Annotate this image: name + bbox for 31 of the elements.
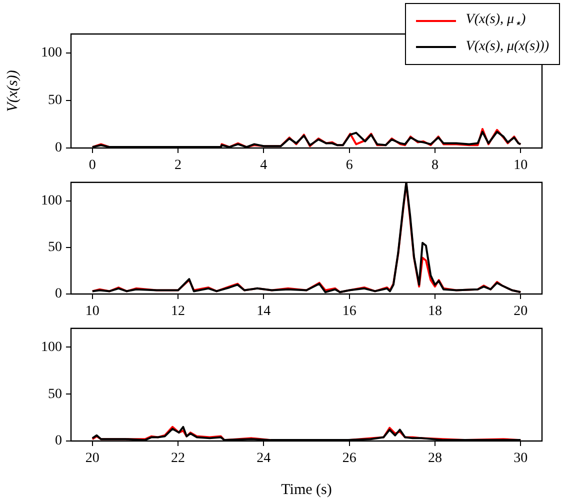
y-axis-title: V(x(s)) — [4, 70, 21, 112]
x-tick-label: 18 — [428, 304, 442, 320]
x-tick-label: 4 — [260, 158, 268, 174]
x-tick-label: 10 — [85, 304, 100, 320]
x-tick-label: 0 — [88, 158, 96, 174]
y-tick-label: 0 — [55, 286, 62, 302]
x-tick-label: 26 — [342, 451, 356, 466]
x-tick-label: 8 — [431, 158, 438, 174]
x-tick-label: 2 — [174, 158, 182, 174]
y-tick-label: 0 — [55, 140, 62, 156]
y-tick-label: 0 — [55, 434, 62, 449]
y-tick-label: 100 — [41, 46, 62, 61]
x-tick-label: 10 — [514, 158, 528, 174]
x-axis-title: Time (s) — [281, 482, 332, 498]
y-tick-label: 50 — [48, 386, 62, 402]
x-tick-label: 30 — [514, 451, 528, 466]
x-tick-label: 20 — [514, 304, 528, 320]
x-tick-label: 14 — [256, 304, 271, 320]
x-tick-label: 6 — [346, 158, 353, 174]
x-tick-label: 20 — [85, 451, 100, 466]
x-tick-label: 28 — [428, 451, 442, 466]
x-tick-label: 22 — [171, 451, 186, 466]
y-tick-label: 100 — [41, 340, 62, 355]
y-tick-label: 50 — [48, 240, 62, 256]
y-tick-label: 100 — [41, 194, 62, 209]
x-tick-label: 12 — [171, 304, 186, 320]
legend-label: V(x(s), μ$_{⋆}$) — [466, 12, 526, 30]
legend-label: V(x(s), μ(x(s))) — [466, 39, 549, 55]
x-tick-label: 16 — [342, 304, 356, 320]
y-tick-label: 50 — [48, 93, 62, 108]
x-tick-label: 24 — [256, 451, 271, 466]
